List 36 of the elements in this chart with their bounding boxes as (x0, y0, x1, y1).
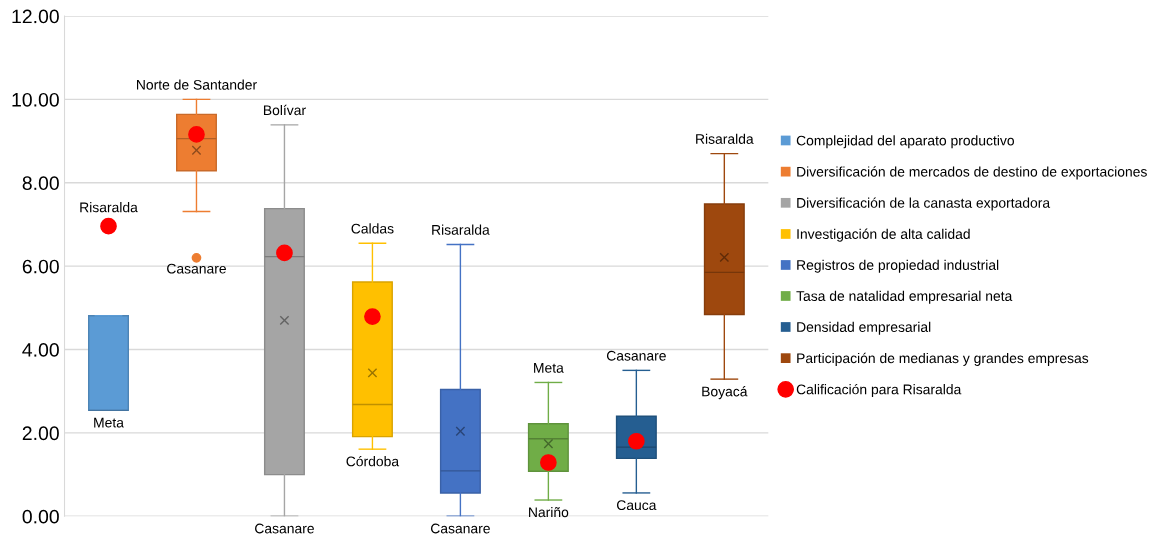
annotation: Risaralda (432, 224, 490, 235)
legend-label: Participación de medianas y grandes empresas (797, 352, 1089, 366)
annotation: Casanare (431, 523, 490, 534)
annotation: Boyacá (702, 386, 748, 400)
y-tick-label: 10.00 (12, 92, 59, 107)
y-tick-label: 2.00 (22, 426, 59, 441)
point (100, 217, 117, 235)
point (364, 308, 381, 325)
legend-label: Complejidad del aparato productivo (796, 135, 1015, 149)
legend-label: Diversificación de mercados de destino de exportaciones (797, 166, 1147, 180)
y-tick-label: 6.00 (22, 259, 59, 274)
point (276, 244, 293, 262)
y-tick-label: 12.00 (12, 9, 59, 24)
legend-label: Densidad empresarial (797, 321, 931, 335)
legend-label: Calificación para Risaralda (796, 383, 962, 398)
annotation: Casanare (167, 263, 226, 274)
legend-label: Registros de propiedad industrial (797, 259, 999, 273)
annotation: Norte de Santander (137, 79, 257, 90)
annotation: Cauca (616, 500, 657, 511)
y-tick-label: 0.00 (22, 509, 59, 524)
y-tick-label: 8.00 (22, 176, 59, 191)
annotation: Meta (534, 363, 564, 373)
legend-label: Investigación de alta calidad (797, 228, 970, 242)
annotation: Córdoba (346, 455, 400, 467)
annotation: Bolívar (263, 104, 306, 116)
annotation: Caldas (351, 223, 394, 234)
annotation: Risaralda (696, 133, 754, 144)
annotation: Risaralda (80, 202, 138, 213)
annotation: Nariño (529, 506, 569, 518)
legend-label: Tasa de natalidad empresarial neta (796, 290, 1013, 304)
legend-label: Diversificación de la canasta exportadora (797, 197, 1051, 211)
y-tick-label: 4.00 (22, 343, 59, 357)
annotation: Meta (94, 417, 124, 428)
point (540, 454, 557, 471)
annotation: Casanare (606, 350, 666, 361)
annotation: Casanare (255, 523, 314, 534)
